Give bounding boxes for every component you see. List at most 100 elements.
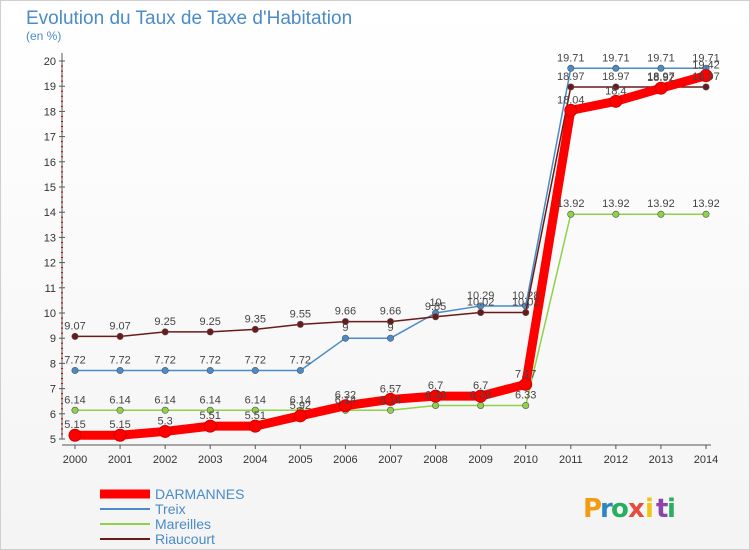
data-point: [699, 69, 713, 83]
data-point: [522, 308, 530, 316]
data-label: 6.33: [470, 389, 491, 401]
y-tick-label: 5: [50, 434, 56, 446]
data-label: 10.02: [512, 296, 540, 308]
data-label: 9.85: [425, 301, 446, 313]
legend-label: Mareilles: [155, 516, 211, 532]
y-tick-label: 19: [44, 81, 56, 93]
data-point: [341, 334, 349, 342]
series-lines: [68, 64, 713, 442]
data-label: 6.14: [109, 394, 130, 406]
data-point: [71, 406, 79, 414]
data-point: [384, 392, 397, 406]
data-point: [71, 366, 79, 374]
data-point: [657, 210, 665, 218]
data-label: 19.71: [647, 52, 675, 64]
data-point: [522, 401, 530, 409]
data-label: 13.92: [692, 198, 720, 210]
data-point: [567, 83, 575, 91]
y-tick-label: 9: [50, 333, 56, 345]
data-label: 19.71: [602, 52, 630, 64]
data-label: 9.07: [109, 320, 130, 332]
chart-title: Evolution du Taux de Taxe d'Habitation: [26, 8, 352, 29]
data-point: [113, 428, 127, 442]
logo-letter: t: [656, 494, 668, 524]
y-tick-label: 17: [44, 132, 56, 144]
data-point: [386, 318, 394, 326]
data-label: 18.97: [557, 71, 585, 83]
x-tick-label: 2009: [468, 454, 492, 466]
data-label: 10.29: [467, 290, 495, 302]
logo-letter: i: [645, 494, 654, 524]
data-point: [338, 399, 352, 413]
data-label: 19.71: [557, 52, 585, 64]
data-label: 6.14: [290, 394, 311, 406]
data-label: 13.92: [647, 198, 675, 210]
logo-letter: i: [667, 494, 676, 524]
data-point: [612, 64, 620, 72]
data-label: 5.3: [157, 415, 172, 427]
data-point: [203, 419, 217, 433]
data-label: 5.15: [64, 419, 85, 431]
data-label: 5.15: [109, 419, 130, 431]
y-tick-label: 12: [44, 258, 56, 270]
legend-label: Riaucourt: [155, 531, 215, 547]
proxiti-logo: Pro x i ti: [583, 494, 676, 524]
data-label: 6.14: [154, 394, 175, 406]
data-point: [296, 366, 304, 374]
data-label: 18.97: [647, 71, 675, 83]
data-labels: 5.15 5.15 5.3 5.51 5.51 5.92 6.32 6.57 6.7 6.7 7.1…: [64, 52, 719, 431]
data-label: 9.66: [380, 306, 401, 318]
data-label: 7.72: [200, 354, 221, 366]
data-label: 7.72: [245, 354, 266, 366]
data-point: [702, 210, 710, 218]
data-label: 19.71: [692, 52, 720, 64]
data-point: [702, 83, 710, 91]
data-label: 5.51: [245, 410, 266, 422]
data-label: 6.7: [473, 380, 488, 392]
data-point: [477, 401, 485, 409]
data-point: [657, 64, 665, 72]
series-line-riaucourt: [75, 86, 706, 338]
data-point: [564, 103, 578, 117]
data-point: [432, 401, 440, 409]
y-tick-label: 10: [44, 308, 56, 320]
logo-letter: x: [628, 494, 645, 524]
x-tick-label: 2007: [378, 454, 402, 466]
data-label: 6.14: [200, 394, 221, 406]
data-label: 10: [429, 297, 441, 309]
data-label: 7.17: [515, 368, 536, 380]
data-point: [116, 366, 124, 374]
y-tick-label: 14: [44, 207, 56, 219]
data-label: 6.32: [335, 390, 356, 402]
data-point: [386, 406, 394, 414]
data-point: [609, 94, 623, 108]
data-point: [251, 366, 259, 374]
data-point: [158, 424, 172, 438]
x-tick-label: 2002: [153, 454, 177, 466]
data-point: [432, 313, 440, 321]
data-label: 5.51: [200, 410, 221, 422]
axes: 5 6 7 8 9 10 11 12 13 14 15 16 17 18 19 20 2000 2001 2002 2…: [44, 53, 718, 466]
data-point: [251, 406, 259, 414]
data-point: [161, 366, 169, 374]
x-tick-label: 2011: [559, 454, 583, 466]
data-label: 18.92: [647, 72, 675, 84]
data-label: 9: [342, 322, 348, 334]
y-tick-label: 20: [44, 56, 56, 68]
data-point: [251, 325, 259, 333]
data-label: 9.07: [64, 320, 85, 332]
data-label: 13.92: [557, 198, 585, 210]
logo-letter: r: [600, 494, 613, 524]
x-tick-label: 2008: [423, 454, 447, 466]
data-label: 6.14: [245, 394, 266, 406]
data-label: 7.72: [154, 354, 175, 366]
data-point: [161, 328, 169, 336]
data-label: 9: [387, 322, 393, 334]
data-label: 7.72: [290, 354, 311, 366]
data-label: 5.92: [290, 400, 311, 412]
unit-label: (en %): [26, 29, 61, 43]
data-label: 10.02: [467, 296, 495, 308]
x-tick-label: 2004: [243, 454, 267, 466]
data-point: [654, 81, 668, 95]
data-point: [296, 320, 304, 328]
